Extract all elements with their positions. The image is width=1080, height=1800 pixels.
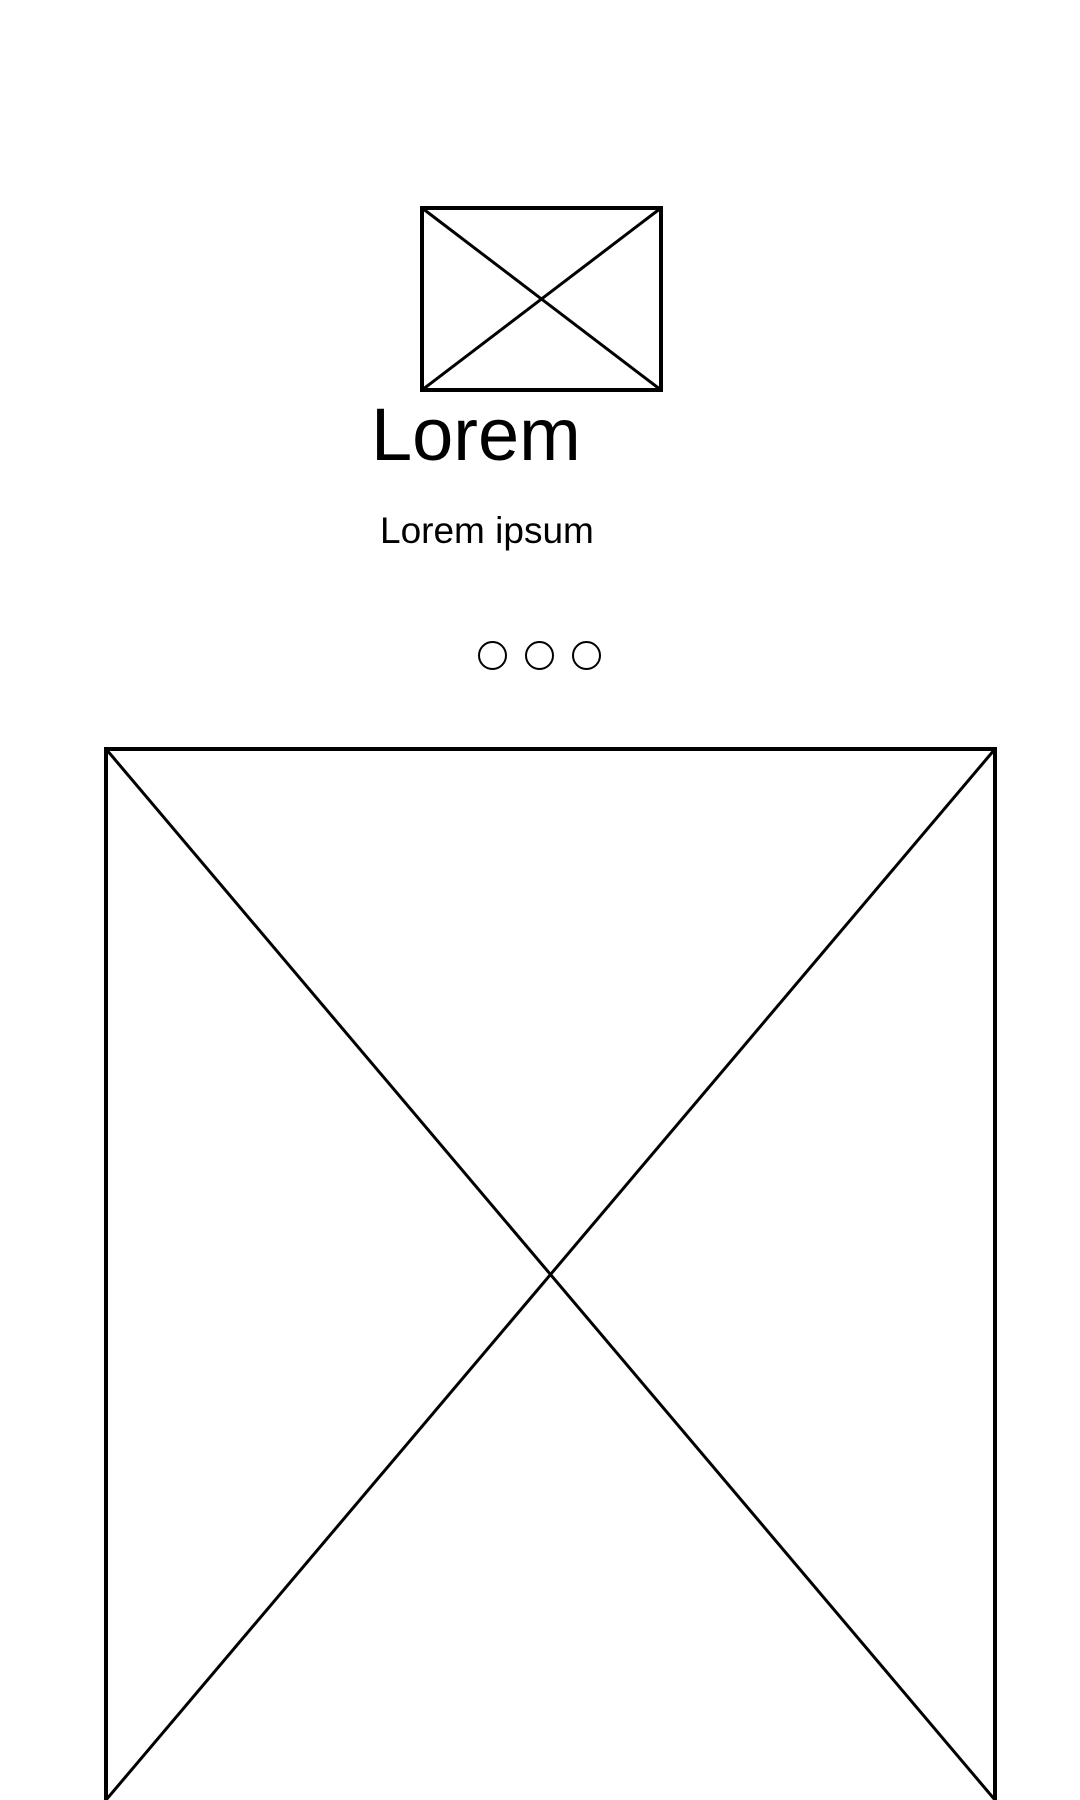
pagination-dot-3[interactable] [572, 641, 601, 670]
logo-image-placeholder [420, 206, 663, 392]
page-subtitle: Lorem ipsum [380, 510, 594, 551]
image-placeholder-icon [420, 206, 663, 392]
pagination-dots [478, 641, 601, 670]
pagination-dot-1[interactable] [478, 641, 507, 670]
image-placeholder-icon [104, 747, 997, 1800]
hero-image-placeholder [104, 747, 997, 1800]
pagination-dot-2[interactable] [525, 641, 554, 670]
page-title: Lorem [371, 393, 581, 476]
